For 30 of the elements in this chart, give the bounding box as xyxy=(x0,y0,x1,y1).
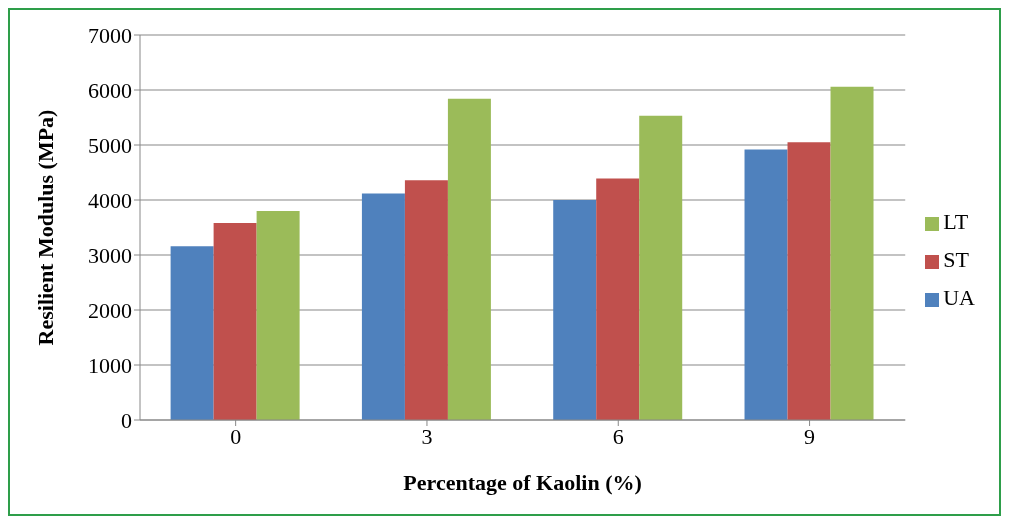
bar xyxy=(256,211,300,420)
x-tick-label: 6 xyxy=(612,423,624,449)
y-tick-label: 3000 xyxy=(88,242,132,268)
legend-label: ST xyxy=(943,247,969,272)
x-axis-title: Percentage of Kaolin (%) xyxy=(403,470,642,495)
bar xyxy=(744,149,788,420)
bar xyxy=(596,178,640,420)
x-tick-label: 0 xyxy=(230,423,242,449)
x-tick-label: 9 xyxy=(804,423,816,449)
frame-border: LT ST UA 0 3 6 9 Percentage of Kaolin (%) 0 1000 2000 3000 4000 5000 6000 7000 Resilient Modulus (MPa) xyxy=(8,8,1001,516)
bar xyxy=(361,193,405,420)
x-tick-label: 3 xyxy=(421,423,433,449)
bar xyxy=(787,142,831,420)
y-tick-label: 1000 xyxy=(88,352,132,378)
y-axis-title: Resilient Modulus (MPa) xyxy=(32,109,58,346)
bar xyxy=(213,223,257,420)
y-tick-label: 4000 xyxy=(88,187,132,213)
bar xyxy=(404,180,448,420)
y-tick-label: 6000 xyxy=(88,77,132,103)
bar xyxy=(170,246,214,420)
y-tick-label: 2000 xyxy=(88,297,132,323)
bar xyxy=(553,200,597,420)
bar xyxy=(830,86,874,420)
y-tick-label: 7000 xyxy=(88,22,132,48)
y-tick-label: 5000 xyxy=(88,132,132,158)
bar xyxy=(447,98,491,420)
legend-label: UA xyxy=(943,285,975,310)
legend-label: LT xyxy=(943,209,969,234)
y-tick-label: 0 xyxy=(121,407,132,433)
bar xyxy=(639,115,683,420)
